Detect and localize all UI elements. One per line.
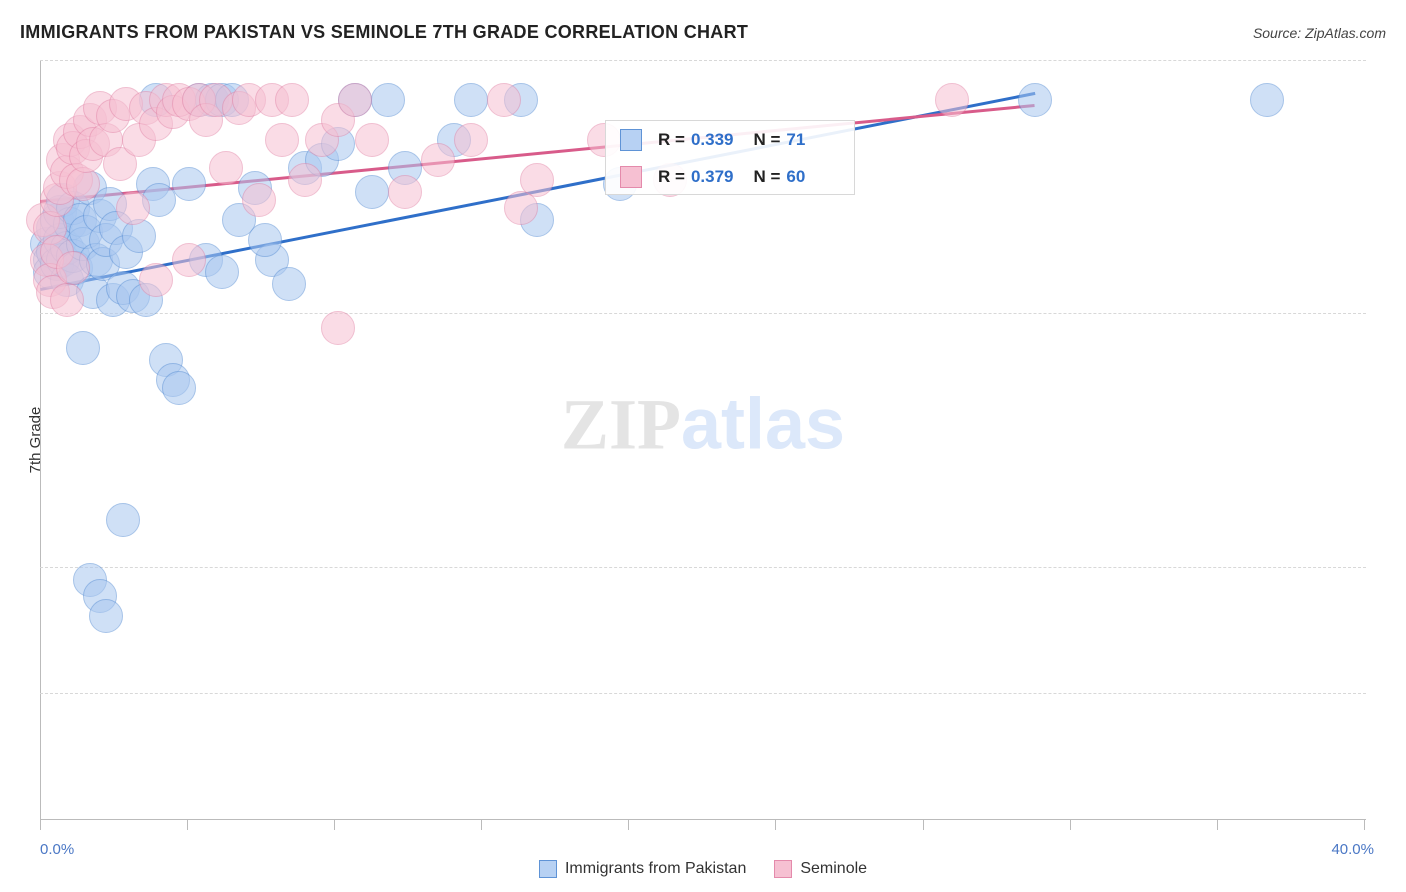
pakistan-data-point[interactable] [454,83,488,117]
seminole-data-point[interactable] [487,83,521,117]
seminole-data-point[interactable] [504,191,538,225]
header: IMMIGRANTS FROM PAKISTAN VS SEMINOLE 7TH… [20,22,1386,43]
pakistan-stats-row: R = 0.339 N = 71 [606,121,854,158]
pakistan-data-point[interactable] [162,371,196,405]
seminole-data-point[interactable] [338,83,372,117]
gridline-95 [40,313,1366,314]
seminole-data-point[interactable] [388,175,422,209]
y-axis-title: 7th Grade [27,407,44,474]
pakistan-data-point[interactable] [1250,83,1284,117]
bottom-legend: Immigrants from Pakistan Seminole [0,860,1406,878]
seminole-data-point[interactable] [50,283,84,317]
gridline-100 [40,60,1366,61]
legend-item-seminole[interactable]: Seminole [774,860,867,878]
pakistan-data-point[interactable] [355,175,389,209]
gridline-90 [40,567,1366,568]
seminole-data-point[interactable] [288,163,322,197]
chart-area: 100.0% 95.0% 90.0% 85.0% 7th Grade 0.0% … [40,60,1366,820]
pakistan-legend-swatch [620,129,642,151]
seminole-data-point[interactable] [139,263,173,297]
pakistan-swatch-icon [539,860,557,878]
seminole-data-point[interactable] [454,123,488,157]
chart-title: IMMIGRANTS FROM PAKISTAN VS SEMINOLE 7TH… [20,22,748,43]
pakistan-data-point[interactable] [106,503,140,537]
source-label: Source: ZipAtlas.com [1253,25,1386,41]
seminole-data-point[interactable] [275,83,309,117]
pakistan-data-point[interactable] [371,83,405,117]
seminole-data-point[interactable] [56,251,90,285]
seminole-data-point[interactable] [172,243,206,277]
seminole-legend-swatch [620,166,642,188]
stats-legend-box: R = 0.339 N = 71 R = 0.379 N = 60 [605,120,855,195]
seminole-data-point[interactable] [265,123,299,157]
x-axis-min-label: 0.0% [40,841,74,858]
pakistan-data-point[interactable] [172,167,206,201]
seminole-data-point[interactable] [935,83,969,117]
pakistan-data-point[interactable] [272,267,306,301]
gridline-85 [40,693,1366,694]
pakistan-data-point[interactable] [66,331,100,365]
seminole-data-point[interactable] [209,151,243,185]
seminole-data-point[interactable] [242,183,276,217]
legend-item-pakistan[interactable]: Immigrants from Pakistan [539,860,746,878]
seminole-stats-row: R = 0.379 N = 60 [606,158,854,195]
seminole-data-point[interactable] [355,123,389,157]
seminole-swatch-icon [774,860,792,878]
seminole-data-point[interactable] [116,191,150,225]
x-axis-max-label: 40.0% [1331,841,1374,858]
pakistan-data-point[interactable] [1018,83,1052,117]
seminole-data-point[interactable] [421,143,455,177]
